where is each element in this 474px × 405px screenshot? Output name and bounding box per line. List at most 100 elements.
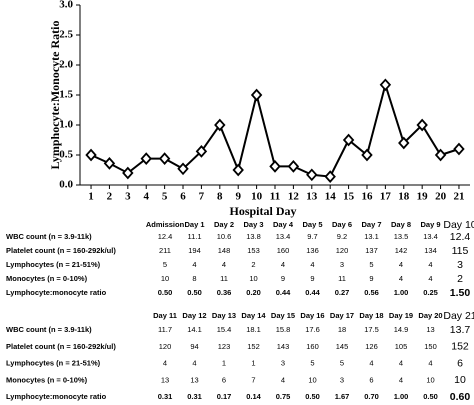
x-tick-label: 6 [180,191,186,203]
x-tick-label: 2 [107,191,113,203]
y-tick-label: 1.5 [59,89,73,101]
table-cell: 134 [424,246,437,255]
x-tick-label: 9 [235,191,241,203]
table-cell: 143 [277,342,290,351]
y-tick-label: 3.0 [59,0,73,11]
table-cell: 120 [336,246,349,255]
table-cell: 13.4 [423,232,438,241]
table-cell: 4 [428,359,432,368]
table-cell: 4 [163,359,167,368]
column-header: Day 11 [153,311,177,320]
table-cell: 6 [222,375,226,384]
x-tick-label: 15 [343,191,355,203]
column-header: Day 5 [302,220,322,229]
row-label: Lymphocytes (n = 21-51%) [6,359,101,368]
table-cell: 10 [161,274,169,283]
x-tick-label: 1 [88,191,94,203]
table-cell: 4 [399,260,403,269]
table-cell: 11.1 [187,232,201,241]
table-cell: 17.6 [305,325,320,334]
table-cell: 0.50 [158,288,173,297]
table-cell: 13 [426,325,434,334]
table-cell: 160 [306,342,319,351]
table-cell: 4 [399,274,403,283]
table-cell: 2 [457,273,463,285]
table-cell: 11.7 [158,325,172,334]
table-cell: 137 [365,246,378,255]
table-cell: 3 [457,259,463,271]
column-header: Day 15 [271,311,295,320]
table-cell: 0.31 [187,392,202,401]
table-cell: 0.56 [364,288,379,297]
x-tick-label: 12 [288,191,300,203]
table-cell: 5 [340,359,344,368]
table-cell: 123 [218,342,231,351]
table-cell: 11 [220,274,228,283]
table-cell: 4 [281,260,285,269]
table-cell: 0.44 [305,288,320,297]
table-cell: 4 [192,359,196,368]
table-cell: 13.4 [276,232,291,241]
table-cell: 211 [159,246,171,255]
y-tick-label: 0.0 [59,179,73,191]
column-header: Day 19 [389,311,413,320]
data-point [85,148,97,162]
table-cell: 0.27 [335,288,350,297]
table-cell: 14.1 [187,325,202,334]
x-tick-label: 7 [199,191,205,203]
data-point [158,152,171,165]
table-cell: 13.7 [450,324,471,336]
table-cell: 4 [428,260,432,269]
data-point [103,157,116,170]
data-point [342,133,355,147]
table-cell: 10 [454,374,466,386]
data-point [416,118,428,132]
data-point [250,88,263,102]
table-cell: 150 [424,342,437,351]
table-cell: 5 [310,359,314,368]
table-cell: 0.14 [246,392,261,401]
table-cell: 0.25 [423,288,438,297]
table-cell: 5 [369,260,373,269]
table-cell: 6 [369,375,373,384]
table-cell: 8 [192,274,196,283]
table-cell: 0.70 [364,392,379,401]
table-cell: 17.5 [364,325,379,334]
table-cell: 6 [457,357,463,369]
data-point [177,162,189,176]
table-cell: 0.60 [450,391,471,403]
table-cell: 5 [163,260,167,269]
x-tick-label: 16 [361,191,373,203]
table-cell: 9 [310,274,314,283]
table-cell: 10 [426,375,434,384]
table-cell: 115 [452,245,469,257]
table-cell: 13.1 [364,232,379,241]
data-point [195,145,208,158]
row-label: Platelet count (n = 160-292k/ul) [6,342,116,351]
table-cell: 1.67 [335,392,350,401]
row-label: Lymphocyte:monocyte ratio [6,392,107,401]
table-cell: 0.50 [305,392,320,401]
column-header: Day 12 [182,311,206,320]
table-cell: 0.20 [246,288,261,297]
data-point [324,170,336,183]
table-cell: 153 [247,246,260,255]
row-label: Lymphocytes (n = 21-51%) [6,260,101,269]
y-axis-label: Lymphocyte:Monocyte Ratio [48,21,62,170]
table-cell: 1.00 [394,392,409,401]
table-cell: 0.50 [187,288,202,297]
column-header: Day 14 [241,311,266,320]
table-cell: 126 [365,342,378,351]
x-tick-label: 10 [251,191,263,203]
data-point [361,148,373,162]
table-cell: 4 [281,375,285,384]
data-point [306,168,318,182]
table-cell: 0.75 [276,392,291,401]
table-cell: 1.00 [394,288,409,297]
table-cell: 13 [190,375,198,384]
column-header: Day 7 [361,220,381,229]
column-header: Day 8 [391,220,411,229]
x-tick-label: 18 [398,191,410,203]
table-cell: 152 [247,342,260,351]
